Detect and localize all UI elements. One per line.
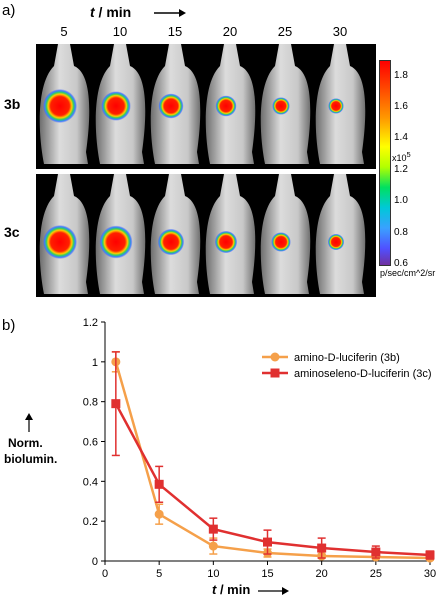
mouse-imaging-panel bbox=[36, 44, 376, 297]
mouse-image bbox=[95, 174, 146, 294]
colorbar-tick-label: 1.2 bbox=[394, 163, 408, 175]
colorbar-tick-label: 0.6 bbox=[394, 258, 408, 269]
time-axis-header: t / min bbox=[90, 4, 131, 20]
legend-entry: amino-D-luciferin (3b) bbox=[262, 352, 400, 364]
mouse-image bbox=[95, 44, 146, 164]
colorbar bbox=[379, 60, 391, 266]
y-tick-label: 0.2 bbox=[83, 516, 98, 528]
mouse-image bbox=[150, 44, 201, 164]
series-aminoseleno-d-luciferin bbox=[111, 351, 435, 560]
time-label: 25 bbox=[277, 24, 293, 39]
colorbar-tick-label: 1.4 bbox=[394, 132, 408, 144]
signal-spot bbox=[272, 97, 290, 115]
signal-spot bbox=[327, 233, 345, 251]
data-point bbox=[371, 547, 381, 557]
colorbar-tick-label: 1.8 bbox=[394, 69, 408, 81]
y-tick-label: 1.2 bbox=[83, 317, 98, 329]
y-tick-label: 0.6 bbox=[83, 437, 98, 449]
y-tick-label: 0 bbox=[92, 556, 98, 568]
x-tick-label: 10 bbox=[207, 568, 219, 580]
time-label: 30 bbox=[332, 24, 348, 39]
signal-spot bbox=[99, 225, 133, 259]
mouse-image bbox=[315, 44, 366, 164]
x-tick-label: 0 bbox=[102, 568, 108, 580]
x-tick-label: 20 bbox=[316, 568, 328, 580]
data-point bbox=[317, 543, 327, 553]
signal-spot bbox=[157, 228, 185, 256]
signal-spot bbox=[158, 93, 184, 119]
legend-marker bbox=[270, 368, 280, 378]
series-amino-d-luciferin bbox=[111, 351, 435, 563]
y-tick-label: 1 bbox=[92, 357, 98, 369]
mouse-image bbox=[260, 44, 311, 164]
mouse-image bbox=[39, 44, 90, 164]
time-label: 5 bbox=[60, 24, 68, 39]
data-point bbox=[154, 479, 164, 489]
data-point bbox=[263, 537, 272, 547]
time-label: 10 bbox=[112, 24, 128, 39]
signal-spot bbox=[214, 230, 238, 254]
signal-spot bbox=[271, 232, 291, 252]
legend-label: amino-D-luciferin (3b) bbox=[294, 352, 400, 364]
x-tick-label: 30 bbox=[424, 568, 436, 580]
data-point bbox=[208, 541, 218, 551]
mouse-image bbox=[39, 174, 90, 294]
time-arrow-icon bbox=[154, 9, 186, 17]
legend-label: aminoseleno-D-luciferin (3c) bbox=[294, 368, 432, 380]
data-point bbox=[208, 524, 218, 534]
series-line bbox=[114, 361, 431, 560]
bioluminescence-chart: 0 0.2 0.4 0.6 0.8 1 1.2 0 5 10 15 20 25 30 amino-D-lu… bbox=[83, 317, 436, 580]
time-symbol: t bbox=[90, 4, 95, 20]
time-label: 15 bbox=[167, 24, 183, 39]
colorbar-tick-label: 0.8 bbox=[394, 226, 408, 238]
signal-spot bbox=[43, 225, 77, 259]
mouse-image bbox=[150, 174, 201, 294]
x-tick-label: 25 bbox=[370, 568, 382, 580]
x-tick-label: 5 bbox=[156, 568, 162, 580]
mouse-image bbox=[315, 174, 366, 294]
colorbar-unit: p/sec/cm^2/sr bbox=[380, 268, 436, 278]
panel-b-label: b) bbox=[2, 317, 16, 334]
signal-spot bbox=[215, 95, 237, 117]
signal-spot bbox=[328, 98, 344, 114]
mouse-image bbox=[260, 174, 311, 294]
signal-spot bbox=[101, 91, 131, 121]
row-label-3c: 3c bbox=[4, 224, 20, 240]
colorbar-tick-label: 1.0 bbox=[394, 195, 408, 207]
data-point bbox=[154, 509, 164, 519]
legend-entry: aminoseleno-D-luciferin (3c) bbox=[262, 368, 432, 380]
signal-spot bbox=[43, 89, 77, 123]
time-unit: / min bbox=[94, 4, 132, 20]
time-label: 20 bbox=[222, 24, 238, 39]
colorbar-exponent: x105 bbox=[392, 150, 411, 163]
xlabel: t / min bbox=[212, 582, 251, 597]
legend-marker bbox=[270, 352, 280, 362]
series-line bbox=[114, 403, 431, 557]
mouse-image bbox=[205, 174, 256, 294]
colorbar-tick-label: 1.6 bbox=[394, 101, 408, 113]
panel-a-label: a) bbox=[2, 2, 16, 19]
ylabel-arrow-icon bbox=[25, 413, 33, 432]
data-point bbox=[111, 399, 121, 409]
mouse-image bbox=[205, 44, 256, 164]
ylabel-line1: Norm. bbox=[8, 436, 43, 450]
x-tick-label: 15 bbox=[261, 568, 273, 580]
y-tick-label: 0.4 bbox=[83, 476, 98, 488]
row-label-3b: 3b bbox=[4, 96, 21, 112]
ylabel-line2: biolumin. bbox=[4, 452, 58, 466]
xlabel-arrow-icon bbox=[258, 587, 289, 595]
y-tick-label: 0.8 bbox=[83, 397, 98, 409]
data-point bbox=[425, 550, 435, 560]
